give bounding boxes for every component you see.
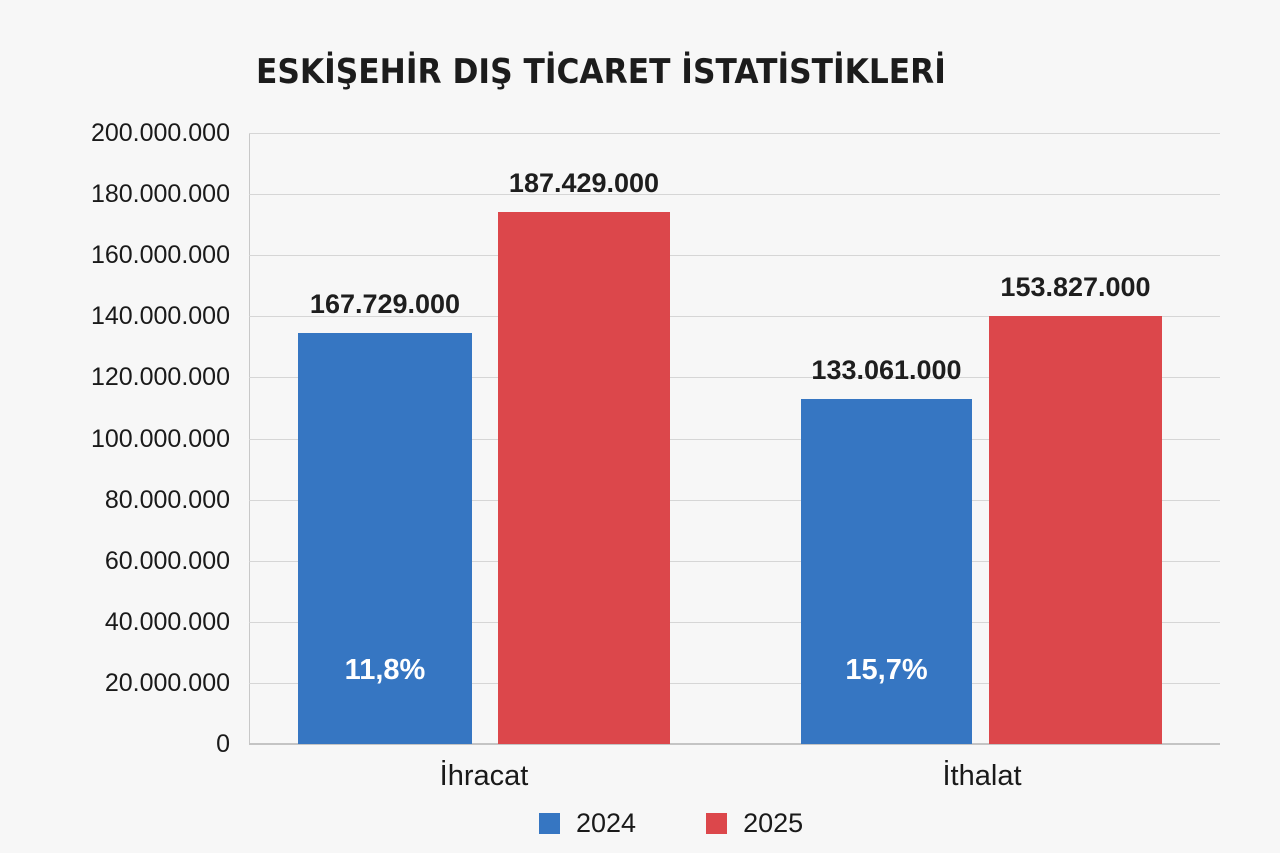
y-tick-label: 200.000.000 — [90, 119, 230, 147]
gridline — [249, 255, 1220, 257]
gridline — [249, 743, 1220, 745]
bar-ihracat-2024 — [298, 333, 472, 744]
bar-ihracat-2025 — [498, 212, 670, 744]
legend-item-2024: 2024 — [539, 808, 636, 839]
y-tick-label: 120.000.000 — [90, 363, 230, 392]
bar-value-label: 153.827.000 — [1000, 271, 1151, 302]
gridline — [249, 194, 1220, 196]
gridline — [249, 560, 1220, 562]
growth-percent-label: 15,7% — [845, 654, 928, 686]
gridline — [249, 621, 1220, 623]
legend-item-2025: 2025 — [706, 808, 803, 839]
legend: 2024 2025 — [539, 808, 873, 839]
y-tick-label: 20.000.000 — [104, 668, 230, 697]
legend-swatch-icon — [539, 813, 560, 834]
gridline — [249, 438, 1220, 440]
bar-value-label: 167.729.000 — [309, 289, 461, 320]
plot-area — [249, 133, 1220, 745]
x-category-label: İhracat — [439, 760, 529, 792]
gridline — [249, 499, 1220, 501]
y-tick-label: 60.000.000 — [104, 546, 230, 575]
legend-label: 2025 — [743, 808, 804, 838]
legend-label: 2024 — [576, 808, 637, 838]
y-tick-label: 140.000.000 — [90, 302, 230, 331]
bar-ithalat-2025 — [989, 316, 1162, 744]
y-tick-label: 80.000.000 — [104, 485, 230, 514]
gridline — [249, 377, 1220, 379]
y-tick-label: 180.000.000 — [90, 180, 230, 209]
bar-value-label: 187.429.000 — [508, 168, 660, 199]
gridline — [249, 133, 1220, 134]
y-tick-label: 0 — [216, 730, 230, 758]
growth-percent-label: 11,8% — [344, 654, 426, 686]
x-category-label: İthalat — [942, 760, 1022, 792]
y-tick-label: 40.000.000 — [104, 607, 230, 636]
gridline — [249, 316, 1220, 318]
bar-value-label: 133.061.000 — [811, 355, 962, 386]
gridline — [249, 682, 1220, 684]
y-tick-label: 100.000.000 — [90, 424, 230, 453]
bar-ithalat-2024 — [801, 399, 972, 744]
y-tick-label: 160.000.000 — [90, 241, 230, 270]
legend-swatch-icon — [706, 813, 728, 834]
chart-title: ESKİŞEHİR DIŞ TİCARET İSTATİSTİKLERİ — [256, 52, 946, 92]
